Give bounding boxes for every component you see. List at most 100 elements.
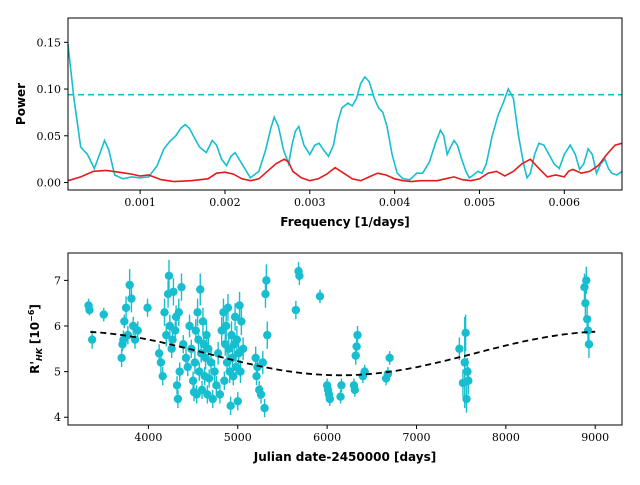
data-point (220, 376, 229, 385)
periodogram-data-line (67, 44, 623, 181)
data-point (198, 317, 208, 326)
data-point (581, 298, 590, 308)
data-point (117, 353, 126, 363)
data-point (160, 308, 169, 317)
timeseries-series (84, 259, 596, 418)
data-point (351, 351, 360, 360)
data-point (158, 371, 167, 381)
timeseries-panel: 4000 5000 6000 7000 8000 9000 4 5 6 7 Julian date… (27, 252, 623, 464)
data-point (164, 271, 174, 281)
data-point (291, 305, 301, 315)
data-point (325, 394, 335, 404)
periodogram-xtick-label: 0.001 (124, 196, 156, 209)
data-point (229, 371, 238, 381)
data-point (167, 344, 176, 354)
ylabel-exp: −6 (27, 309, 36, 322)
data-point (455, 344, 464, 354)
data-point (185, 321, 194, 331)
data-point (85, 305, 94, 315)
ylabel-sub: HK (35, 347, 44, 361)
data-point (261, 289, 270, 299)
data-point (232, 335, 242, 344)
periodogram-ytick-label: 0.05 (37, 130, 62, 143)
data-point (210, 367, 219, 376)
data-point (156, 358, 166, 367)
data-point (385, 353, 394, 363)
periodogram-series (67, 44, 623, 183)
data-point (256, 390, 266, 399)
data-point (169, 287, 178, 296)
timeseries-ytick-label: 4 (54, 411, 61, 424)
data-point (171, 326, 180, 335)
data-point (461, 328, 470, 338)
data-point (462, 394, 471, 404)
timeseries-ticks: 4000 5000 6000 7000 8000 9000 4 5 6 7 (54, 274, 609, 444)
periodogram-ticks: 0.001 0.002 0.003 0.004 0.005 0.006 0.00 0.05 0.… (37, 36, 581, 209)
periodogram-window-line (67, 142, 623, 183)
data-point (258, 358, 267, 367)
data-point (168, 335, 177, 344)
ylabel-unit: [10 (28, 322, 42, 344)
data-point (260, 403, 269, 413)
timeseries-xtick-label: 6000 (313, 431, 341, 444)
timeseries-frame (67, 252, 623, 426)
periodogram-xtick-label: 0.005 (464, 196, 496, 209)
data-point (582, 314, 592, 324)
data-point (87, 335, 97, 344)
data-point (350, 385, 360, 395)
periodogram-ytick-label: 0.00 (37, 177, 62, 190)
data-point (202, 330, 211, 340)
data-point (162, 330, 171, 340)
timeseries-ytick-label: 7 (54, 274, 61, 287)
data-point (580, 283, 589, 292)
data-point (196, 285, 205, 294)
data-point (208, 394, 217, 404)
timeseries-xtick-label: 4000 (134, 431, 162, 444)
data-point (212, 381, 221, 390)
data-point (236, 367, 245, 376)
data-point (237, 317, 246, 326)
data-point (143, 303, 152, 312)
timeseries-xtick-label: 5000 (224, 431, 252, 444)
data-point (99, 310, 108, 319)
data-point (238, 344, 248, 354)
data-point (190, 358, 200, 367)
data-point (460, 358, 469, 367)
data-point (583, 326, 593, 335)
data-point (295, 271, 304, 281)
ylabel-main: R' (28, 361, 42, 374)
data-point (175, 367, 184, 376)
data-point (226, 401, 235, 411)
data-point (154, 349, 164, 358)
data-point (121, 303, 131, 312)
data-point (223, 303, 233, 312)
data-point (315, 292, 325, 301)
data-point (174, 308, 183, 317)
periodogram-xtick-label: 0.004 (379, 196, 411, 209)
data-point (173, 394, 183, 404)
data-point (120, 317, 129, 326)
data-point (125, 280, 134, 290)
data-point (251, 353, 260, 363)
timeseries-ytick-label: 6 (54, 320, 61, 333)
data-point (213, 349, 223, 358)
data-point (188, 376, 198, 385)
periodogram-ytick-label: 0.15 (37, 36, 62, 49)
data-point (215, 390, 225, 399)
data-point (582, 276, 591, 285)
data-point (252, 371, 261, 381)
periodogram-xtick-label: 0.002 (209, 196, 241, 209)
data-point (172, 381, 182, 390)
data-point (233, 397, 242, 406)
data-point (463, 367, 472, 376)
data-point (235, 301, 244, 310)
data-point (204, 344, 213, 354)
periodogram-xtick-label: 0.006 (549, 196, 581, 209)
periodogram-ytick-label: 0.10 (37, 83, 62, 96)
timeseries-xtick-label: 7000 (402, 431, 430, 444)
data-point (337, 381, 346, 390)
data-point (177, 283, 186, 292)
data-point (127, 294, 136, 303)
